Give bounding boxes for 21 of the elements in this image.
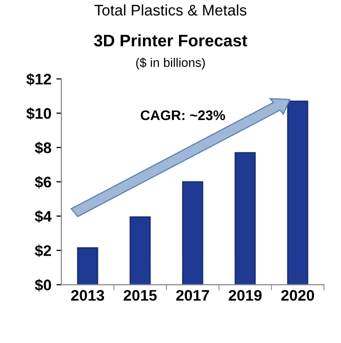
chart-title: 3D Printer Forecast xyxy=(94,34,248,46)
y-tick-label: $6 xyxy=(34,176,52,188)
y-tick-label: $10 xyxy=(26,107,52,120)
y-tick-label: $0 xyxy=(34,278,52,292)
x-tick-label: 2013 xyxy=(71,290,104,301)
y-tick-label: $4 xyxy=(34,210,52,223)
bar xyxy=(182,181,204,285)
chart-subtitle: ($ in billions) xyxy=(136,58,205,70)
bar xyxy=(77,247,98,285)
bar xyxy=(130,216,151,285)
x-tick-label: 2015 xyxy=(124,290,157,301)
bar xyxy=(287,100,308,285)
text: Total Plastics & Metals xyxy=(94,4,246,16)
y-tick-label: $12 xyxy=(26,73,52,86)
annotation: CAGR: ~23% xyxy=(140,110,226,120)
x-tick-label: 2019 xyxy=(228,290,262,301)
x-tick-label: 2020 xyxy=(281,290,314,301)
y-tick-label: $8 xyxy=(34,142,52,154)
bar xyxy=(234,152,256,285)
x-tick-label: 2017 xyxy=(176,290,209,301)
y-tick-label: $2 xyxy=(34,244,52,258)
